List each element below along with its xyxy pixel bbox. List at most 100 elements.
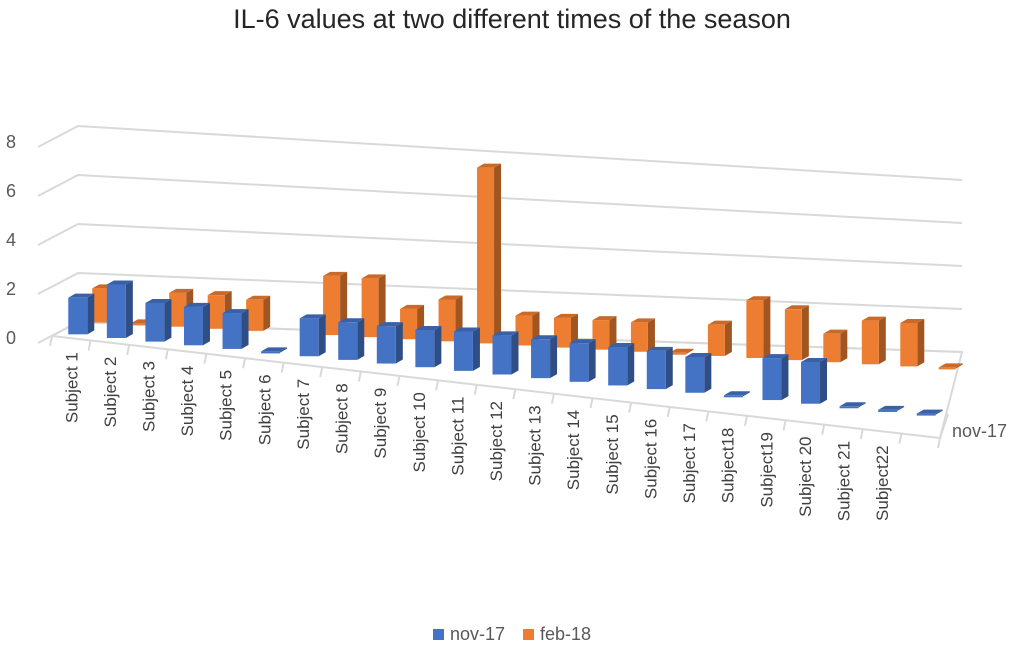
bar-feb-18-13 xyxy=(553,313,578,348)
bar-nov-17-4 xyxy=(183,302,210,346)
bar-feb-18-16-top xyxy=(669,348,694,353)
bar-nov-17-18 xyxy=(723,391,750,398)
bar-feb-18-8-front xyxy=(361,278,379,338)
bar-feb-18-4-top xyxy=(207,291,232,296)
x-tick xyxy=(859,428,864,440)
x-tick xyxy=(203,353,208,364)
bar-feb-18-16-front xyxy=(669,352,687,355)
bar-feb-18-17-front xyxy=(707,324,725,356)
bar-feb-18-20-top xyxy=(823,329,848,334)
bar-nov-17-19-top xyxy=(762,354,789,359)
legend-item-nov-17[interactable]: nov-17 xyxy=(432,624,505,645)
bar-nov-17-5-front xyxy=(222,313,242,349)
x-category-label: Subject 21 xyxy=(834,441,853,521)
bar-nov-17-7-top xyxy=(299,314,326,319)
x-tick xyxy=(782,420,787,431)
bar-feb-18-18-top xyxy=(746,296,771,301)
x-tick xyxy=(937,437,941,449)
bar-nov-17-6-front xyxy=(261,351,281,354)
x-category-label: Subject 6 xyxy=(255,374,274,445)
x-tick xyxy=(512,389,517,400)
bar-nov-17-9-side xyxy=(395,322,403,364)
bar-feb-18-22 xyxy=(900,318,925,367)
bar-nov-17-17 xyxy=(685,353,712,393)
bar-nov-17-20-side xyxy=(820,358,828,404)
bar-nov-17-18-side xyxy=(742,391,750,397)
bar-feb-18-20-front xyxy=(823,333,841,363)
legend-swatch-feb-18 xyxy=(523,629,534,640)
x-category-label: Subject 12 xyxy=(487,401,506,481)
bar-feb-18-3-front xyxy=(169,292,187,327)
bar-feb-18-22-top xyxy=(900,318,925,323)
bar-feb-18-19-top xyxy=(784,305,809,310)
bar-nov-17-10-side xyxy=(434,325,442,368)
bar-feb-18-7-front xyxy=(323,275,341,336)
x-category-label: Subject 13 xyxy=(526,405,545,485)
gridline-6 xyxy=(37,173,963,224)
bar-nov-17-23-side xyxy=(935,409,943,415)
bar-nov-17-6 xyxy=(261,347,288,354)
bar-nov-17-17-top xyxy=(685,353,712,358)
bar-nov-17-8 xyxy=(338,318,365,360)
bar-nov-17-11 xyxy=(453,327,480,371)
bar-nov-17-2-front xyxy=(106,284,126,338)
bar-nov-17-4-side xyxy=(202,302,210,346)
x-category-label: Subject 11 xyxy=(448,397,467,476)
bar-nov-17-2 xyxy=(106,280,133,338)
bar-nov-17-22 xyxy=(878,405,905,412)
bar-nov-17-10-front xyxy=(415,329,435,368)
bar-nov-17-3-side xyxy=(164,298,172,342)
bar-nov-17-17-side xyxy=(704,353,712,393)
x-category-label: Subject 16 xyxy=(641,419,660,499)
bar-nov-17-6-side xyxy=(280,347,288,353)
bar-nov-17-10 xyxy=(415,325,442,368)
bar-feb-18-23-top xyxy=(938,363,963,368)
bar-nov-17-22-front xyxy=(878,409,898,412)
bar-feb-18-9-front xyxy=(400,308,418,340)
x-tick xyxy=(589,397,594,409)
bar-feb-18-11-top xyxy=(477,163,502,168)
x-tick xyxy=(396,375,401,387)
depth-axis-line xyxy=(939,413,949,439)
y-tick-label: 8 xyxy=(6,132,16,152)
bar-nov-17-11-side xyxy=(472,327,480,371)
gridline-2 xyxy=(37,271,963,310)
bar-feb-18-19-front xyxy=(784,309,802,361)
bar-nov-17-12-top xyxy=(492,331,519,336)
bar-nov-17-17-front xyxy=(685,357,705,393)
bar-nov-17-1-side xyxy=(87,293,95,335)
y-axis-ticks: 0 2 4 6 8 xyxy=(6,132,16,348)
bar-nov-17-12-front xyxy=(492,335,512,375)
bar-nov-17-8-top xyxy=(338,318,365,323)
x-tick xyxy=(821,424,826,435)
bar-nov-17-20-front xyxy=(801,362,821,404)
bar-feb-18-7 xyxy=(323,271,348,336)
bar-nov-17-21-front xyxy=(839,406,859,409)
bar-feb-18-11-front xyxy=(477,167,495,344)
bar-feb-18-20 xyxy=(823,329,848,363)
bar-nov-17-9 xyxy=(376,322,403,364)
bar-feb-18-13-front xyxy=(553,317,571,348)
bar-nov-17-20-top xyxy=(801,358,828,362)
legend-item-feb-18[interactable]: feb-18 xyxy=(523,624,591,645)
bar-nov-17-23-top xyxy=(916,409,943,414)
bar-feb-18-14-side xyxy=(609,316,617,350)
bar-feb-18-5-top xyxy=(246,295,271,300)
bar-nov-17-23 xyxy=(916,409,943,416)
x-tick xyxy=(280,362,285,373)
bar-nov-17-22-side xyxy=(897,405,905,412)
bar-nov-17-5-side xyxy=(241,309,249,349)
bar-feb-18-14-front xyxy=(592,320,610,350)
bar-feb-18-21-front xyxy=(861,320,879,365)
chart-title: IL-6 values at two different times of th… xyxy=(233,4,791,34)
bar-feb-18-1-front xyxy=(92,288,110,323)
x-tick xyxy=(628,402,633,413)
bar-nov-17-3-top xyxy=(145,298,172,303)
bar-feb-18-2-front xyxy=(130,323,148,326)
x-tick xyxy=(164,349,169,360)
legend-label-nov-17: nov-17 xyxy=(449,624,505,644)
x-category-label: Subject 3 xyxy=(140,361,159,432)
x-category-label: Subject 17 xyxy=(680,423,699,503)
x-tick xyxy=(473,384,478,395)
